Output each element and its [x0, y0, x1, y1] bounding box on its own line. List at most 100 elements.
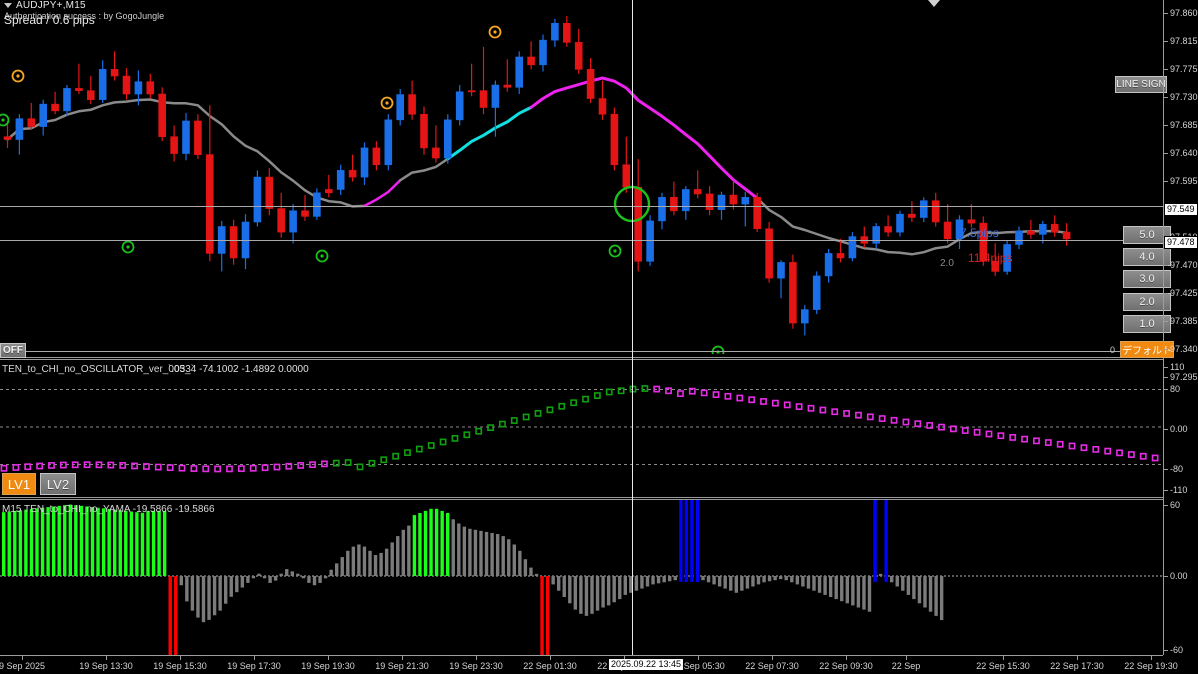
lv1-button[interactable]: LV1: [2, 473, 36, 495]
time-axis-label: 22 Sep 05:30: [671, 661, 725, 671]
price-scale-label: 97.595: [1170, 176, 1198, 186]
oscillator-indicator-label: TEN_to_CHI_no_OSCILLATOR_ver_005_`: [2, 364, 194, 375]
histogram-scale-label: 0.00: [1170, 571, 1188, 581]
oscillator-scale-label: -110: [1170, 485, 1188, 495]
price-scale-label: 97.860: [1170, 8, 1198, 18]
time-axis-label: 19 Sep 21:30: [375, 661, 429, 671]
time-axis-label: 19 Sep 13:30: [79, 661, 133, 671]
time-axis-tick: [698, 656, 699, 660]
price-scale-label: 97.685: [1170, 120, 1198, 130]
time-axis-tick: [1003, 656, 1004, 660]
price-scale-tick: [1164, 321, 1168, 322]
oscillator-scale-label: 110: [1170, 362, 1185, 372]
level-4-button[interactable]: 4.0: [1123, 248, 1171, 266]
current-price-tag: 97.549: [1164, 203, 1198, 216]
price-scale-label: 97.470: [1170, 260, 1198, 270]
price-scale-tick: [1164, 41, 1168, 42]
oscillator-scale-label: 0.00: [1170, 424, 1188, 434]
level-2-button[interactable]: 2.0: [1123, 293, 1171, 311]
pane-separator-1b: [0, 359, 1163, 360]
level-value-label: 2.0: [940, 258, 954, 269]
price-scale-tick: [1164, 69, 1168, 70]
default-pips-button[interactable]: デフォルト: [1120, 341, 1174, 358]
price-scale-tick: [1164, 377, 1168, 378]
pane-separator-1: [0, 357, 1163, 358]
price-scale-label: 97.295: [1170, 372, 1198, 382]
pane-separator-2b: [0, 499, 1163, 500]
time-axis-label: 19 Sep 19:30: [301, 661, 355, 671]
pips-zero-label: 0: [1110, 345, 1116, 355]
price-hline-1: [0, 206, 1163, 207]
price-scale-label: 97.340: [1170, 344, 1198, 354]
oscillator-pane[interactable]: [0, 358, 1163, 496]
histogram-scale-label: 60: [1170, 500, 1181, 510]
price-scale-tick: [1164, 265, 1168, 266]
oscillator-scale-tick: [1164, 469, 1168, 470]
off-toggle-button[interactable]: OFF: [0, 343, 26, 358]
oscillator-indicator-values: `.0334 -74.1002 -1.4892 0.0000: [168, 364, 309, 375]
oscillator-scale-tick: [1164, 429, 1168, 430]
oscillator-scale-tick: [1164, 367, 1168, 368]
authentication-status-label: Authentication success : by GogoJungle: [4, 11, 165, 21]
price-scale-tick: [1164, 181, 1168, 182]
pips-label-blue: 7.5pips: [960, 226, 999, 240]
time-axis-tick: [624, 656, 625, 660]
chevron-down-icon[interactable]: [4, 3, 12, 8]
oscillator-scale-label: 80: [1170, 384, 1181, 394]
symbol-timeframe-label: AUDJPY+,M15: [16, 0, 86, 11]
level-1-button[interactable]: 1.0: [1123, 315, 1171, 333]
price-scale-label: 97.730: [1170, 92, 1198, 102]
symbol-bar: AUDJPY+,M15: [0, 0, 1198, 12]
histogram-scale-tick: [1164, 650, 1168, 651]
time-axis-label: 22 Sep 15:30: [976, 661, 1030, 671]
price-scale-axis[interactable]: [1163, 0, 1164, 655]
time-axis-line: [0, 655, 1163, 656]
time-axis-tick: [22, 656, 23, 660]
price-scale-tick: [1164, 97, 1168, 98]
time-axis-tick: [1151, 656, 1152, 660]
level-5-button[interactable]: 5.0: [1123, 226, 1171, 244]
time-axis-label: 19 Sep 23:30: [449, 661, 503, 671]
price-scale-label: 97.385: [1170, 316, 1198, 326]
oscillator-scale-tick: [1164, 389, 1168, 390]
time-axis-label: 22 Sep 09:30: [819, 661, 873, 671]
level-3-button[interactable]: 3.0: [1123, 270, 1171, 288]
line-sign-button[interactable]: LINE SIGN: [1115, 76, 1167, 93]
oscillator-scale-label: -80: [1170, 464, 1184, 474]
oscillator-scale-tick: [1164, 490, 1168, 491]
price-chart-pane[interactable]: [0, 12, 1163, 354]
time-axis-tick: [476, 656, 477, 660]
time-axis-tick: [550, 656, 551, 660]
price-hline-3: [0, 351, 1163, 352]
oscillator-canvas: [0, 385, 1163, 473]
price-scale-label: 97.815: [1170, 36, 1198, 46]
time-axis-tick: [906, 656, 907, 660]
pips-label-red: 11.4pips: [968, 251, 1013, 265]
crosshair-time-tag: 2025.09.22 13:45: [608, 659, 684, 670]
time-axis-label: 22 Sep 01:30: [523, 661, 577, 671]
chart-top-marker-icon: [928, 0, 940, 7]
time-axis-label: 22 Sep 07:30: [745, 661, 799, 671]
candlestick-canvas: [0, 16, 1071, 354]
price-scale-tick: [1164, 293, 1168, 294]
histogram-canvas: [0, 500, 1163, 655]
current-price-tag: 97.478: [1164, 236, 1198, 249]
histogram-pane[interactable]: [0, 500, 1163, 655]
histogram-scale-tick: [1164, 505, 1168, 506]
time-axis-label: 22 Sep: [891, 661, 921, 671]
price-scale-label: 97.640: [1170, 148, 1198, 158]
time-axis-tick: [772, 656, 773, 660]
histogram-indicator-label: M15 TEN_to_CHI_no_YAMA -19.5866 -19.5866: [2, 504, 215, 515]
spread-label: Spread / 0.6 pips: [4, 13, 95, 27]
time-axis-tick: [402, 656, 403, 660]
lv2-button[interactable]: LV2: [40, 473, 76, 495]
time-axis-tick: [106, 656, 107, 660]
histogram-scale-label: -60: [1170, 645, 1184, 655]
price-scale-tick: [1164, 125, 1168, 126]
time-axis[interactable]: 9 Sep 2025 19 Sep 13:30 19 Sep 15:30 19 Sep…: [0, 655, 1198, 674]
time-axis-label: 9 Sep 2025: [0, 661, 46, 671]
price-scale-tick: [1164, 153, 1168, 154]
price-scale-tick: [1164, 349, 1168, 350]
price-hline-2: [0, 240, 1163, 241]
